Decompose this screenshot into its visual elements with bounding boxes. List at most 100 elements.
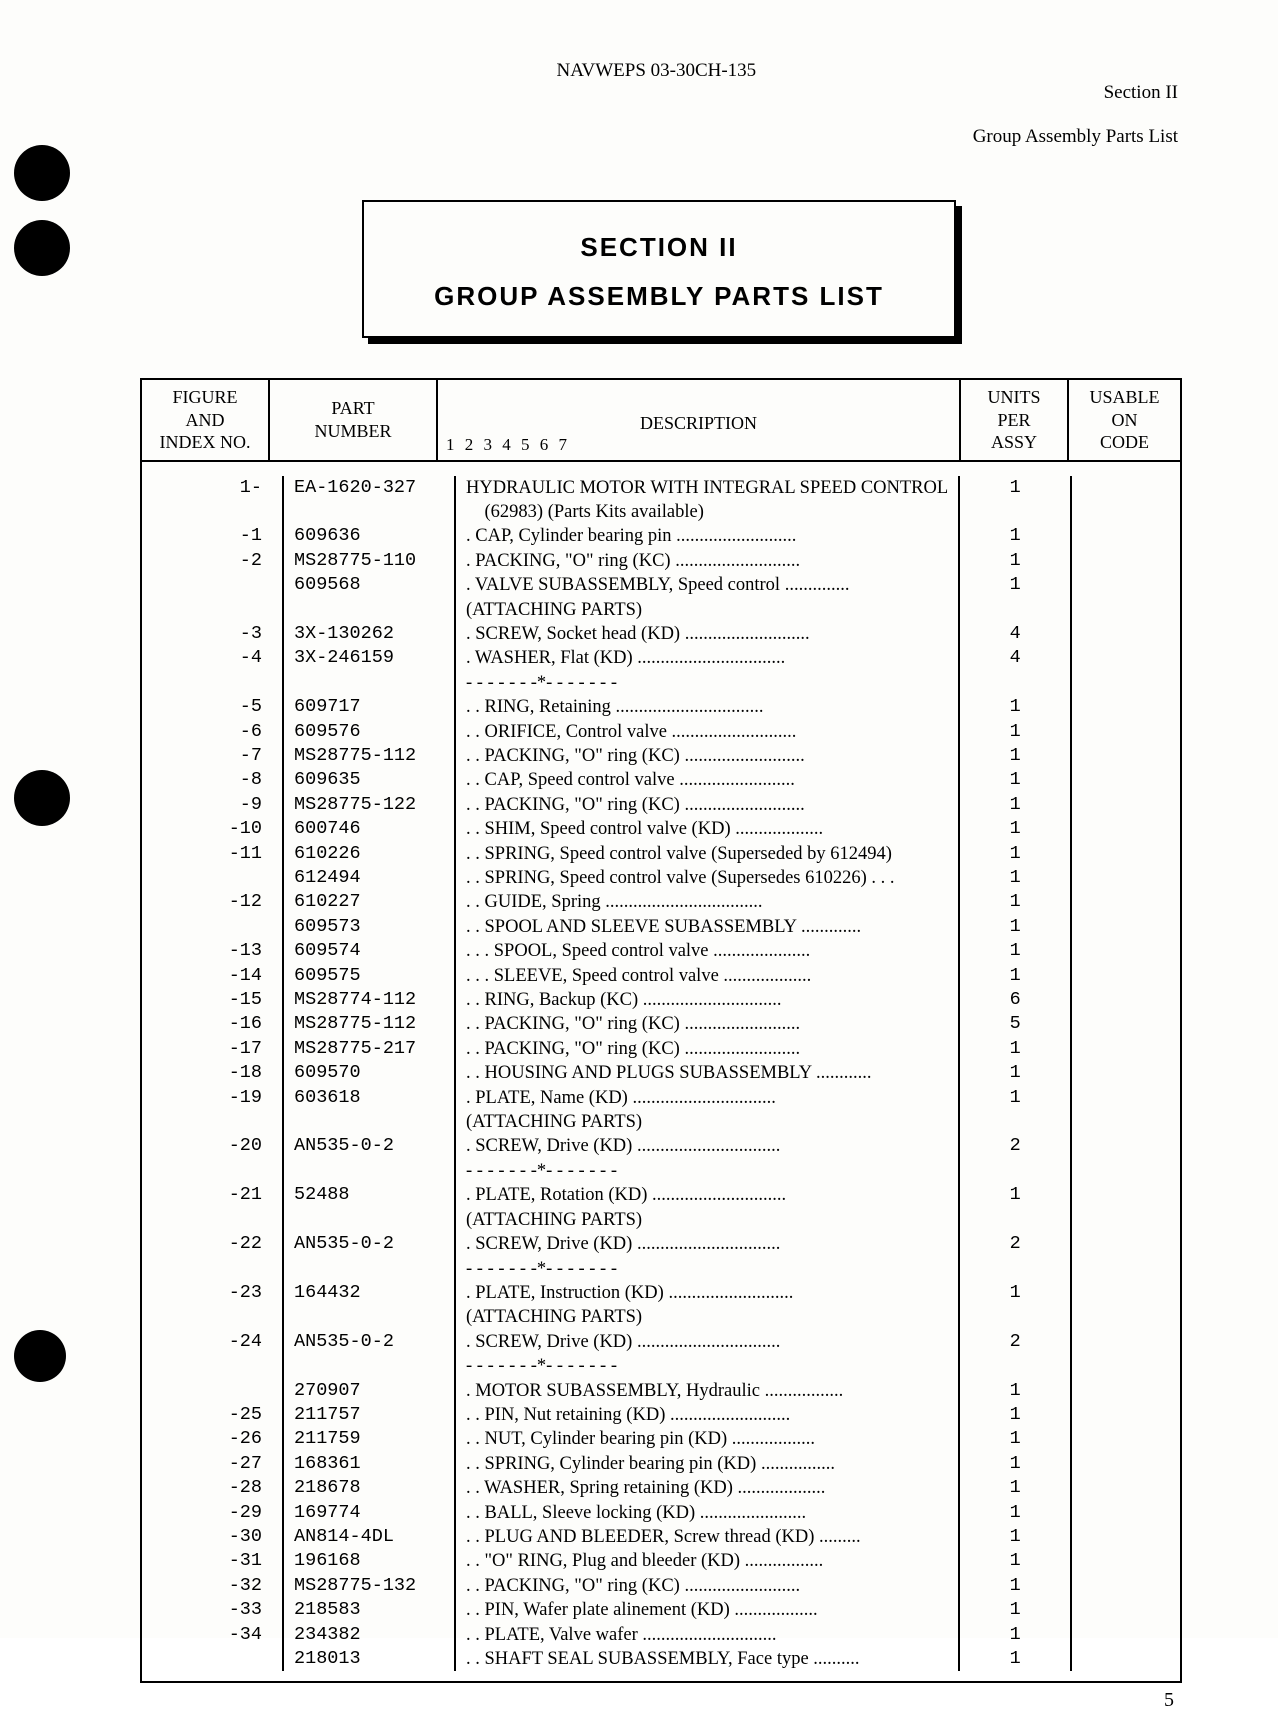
cell-idx: -19 (152, 1086, 262, 1110)
cell-code (1082, 1452, 1177, 1476)
header-right-line1: Section II (973, 82, 1178, 104)
parts-table: FIGURE AND INDEX NO. PART NUMBER DESCRIP… (140, 378, 1182, 1683)
cell-units: 1 (970, 1086, 1060, 1110)
cell-desc: . . PACKING, "O" ring (KC) .............… (466, 1012, 948, 1036)
cell-desc: . . RING, Retaining ....................… (466, 695, 948, 719)
cell-part: 218013 (294, 1647, 444, 1671)
cell-code (1082, 1501, 1177, 1525)
cell-idx: -25 (152, 1403, 262, 1427)
cell-part: MS28775-132 (294, 1574, 444, 1598)
cell-code (1082, 793, 1177, 817)
cell-part: 609635 (294, 768, 444, 792)
cell-desc: . . RING, Backup (KC) ..................… (466, 988, 948, 1012)
cell-idx: -27 (152, 1452, 262, 1476)
cell-units (970, 1305, 1060, 1329)
cell-desc: . . PACKING, "O" ring (KC) .............… (466, 1574, 948, 1598)
cell-part: 609717 (294, 695, 444, 719)
cell-code (1082, 1623, 1177, 1647)
page-number: 5 (140, 1689, 1178, 1712)
cell-idx: 1- (152, 476, 262, 500)
cell-desc: . . PLATE, Valve wafer .................… (466, 1623, 948, 1647)
cell-code (1082, 939, 1177, 963)
cell-desc: . SCREW, Socket head (KD) ..............… (466, 622, 948, 646)
cell-idx: -28 (152, 1476, 262, 1500)
cell-idx: -11 (152, 842, 262, 866)
cell-idx (152, 671, 262, 695)
cell-code (1082, 1037, 1177, 1061)
cell-part: 211757 (294, 1403, 444, 1427)
cell-desc: . . SPRING, Speed control valve (Superse… (466, 866, 948, 890)
cell-code (1082, 500, 1177, 524)
cell-part: 609574 (294, 939, 444, 963)
cell-code (1082, 1281, 1177, 1305)
table-body: 1- -1-2 -3-4 -5-6-7-8-9-10-11 -12 -13-14… (142, 462, 1180, 1682)
cell-desc: . . CAP, Speed control valve ...........… (466, 768, 948, 792)
th-description: DESCRIPTION 1 2 3 4 5 6 7 (438, 380, 961, 460)
cell-desc: . . . SLEEVE, Speed control valve ......… (466, 964, 948, 988)
cell-units: 1 (970, 1647, 1060, 1671)
cell-code (1082, 1354, 1177, 1378)
cell-code (1082, 695, 1177, 719)
cell-units: 2 (970, 1330, 1060, 1354)
cell-units: 1 (970, 1379, 1060, 1403)
cell-part: 609576 (294, 720, 444, 744)
section-title-line1: SECTION II (434, 232, 884, 263)
cell-desc: . VALVE SUBASSEMBLY, Speed control .....… (466, 573, 948, 597)
section-title-line2: GROUP ASSEMBLY PARTS LIST (434, 281, 884, 312)
cell-desc: . . SPOOL AND SLEEVE SUBASSEMBLY .......… (466, 915, 948, 939)
cell-desc: . . . SPOOL, Speed control valve .......… (466, 939, 948, 963)
cell-units (970, 500, 1060, 524)
cell-desc: . SCREW, Drive (KD) ....................… (466, 1134, 948, 1158)
cell-desc: . SCREW, Drive (KD) ....................… (466, 1330, 948, 1354)
cell-units: 1 (970, 524, 1060, 548)
cell-idx: -13 (152, 939, 262, 963)
col-description: HYDRAULIC MOTOR WITH INTEGRAL SPEED CONT… (456, 476, 960, 1672)
cell-idx: -31 (152, 1549, 262, 1573)
cell-desc: . . PACKING, "O" ring (KC) .............… (466, 744, 948, 768)
cell-code (1082, 744, 1177, 768)
cell-code (1082, 524, 1177, 548)
cell-idx: -24 (152, 1330, 262, 1354)
cell-units: 4 (970, 622, 1060, 646)
cell-idx (152, 573, 262, 597)
cell-idx: -14 (152, 964, 262, 988)
cell-code (1082, 1403, 1177, 1427)
cell-part: 610227 (294, 890, 444, 914)
cell-idx: -2 (152, 549, 262, 573)
cell-idx (152, 1257, 262, 1281)
cell-part: MS28775-217 (294, 1037, 444, 1061)
cell-part: MS28774-112 (294, 988, 444, 1012)
cell-units: 1 (970, 1476, 1060, 1500)
cell-desc: . . PIN, Nut retaining (KD) ............… (466, 1403, 948, 1427)
cell-units (970, 671, 1060, 695)
cell-idx: -18 (152, 1061, 262, 1085)
title-box: SECTION II GROUP ASSEMBLY PARTS LIST (362, 200, 956, 338)
cell-code (1082, 1305, 1177, 1329)
cell-code (1082, 1183, 1177, 1207)
cell-code (1082, 964, 1177, 988)
cell-units: 1 (970, 549, 1060, 573)
cell-part: 234382 (294, 1623, 444, 1647)
cell-desc: - - - - - - -*- - - - - - - (466, 1159, 948, 1183)
cell-part: AN535-0-2 (294, 1330, 444, 1354)
cell-units: 2 (970, 1134, 1060, 1158)
cell-idx (152, 1110, 262, 1134)
cell-idx: -34 (152, 1623, 262, 1647)
cell-desc: . . PIN, Wafer plate alinement (KD) ....… (466, 1598, 948, 1622)
cell-desc: . . ORIFICE, Control valve .............… (466, 720, 948, 744)
cell-idx: -26 (152, 1427, 262, 1451)
cell-code (1082, 1086, 1177, 1110)
cell-code (1082, 1208, 1177, 1232)
cell-idx: -9 (152, 793, 262, 817)
cell-desc: . SCREW, Drive (KD) ....................… (466, 1232, 948, 1256)
cell-code (1082, 1257, 1177, 1281)
cell-units: 1 (970, 842, 1060, 866)
cell-units (970, 598, 1060, 622)
cell-part: 609570 (294, 1061, 444, 1085)
cell-code (1082, 1012, 1177, 1036)
cell-desc: . . PACKING, "O" ring (KC) .............… (466, 793, 948, 817)
cell-code (1082, 1134, 1177, 1158)
cell-idx (152, 915, 262, 939)
cell-desc: . . PLUG AND BLEEDER, Screw thread (KD) … (466, 1525, 948, 1549)
cell-desc: . . NUT, Cylinder bearing pin (KD) .....… (466, 1427, 948, 1451)
